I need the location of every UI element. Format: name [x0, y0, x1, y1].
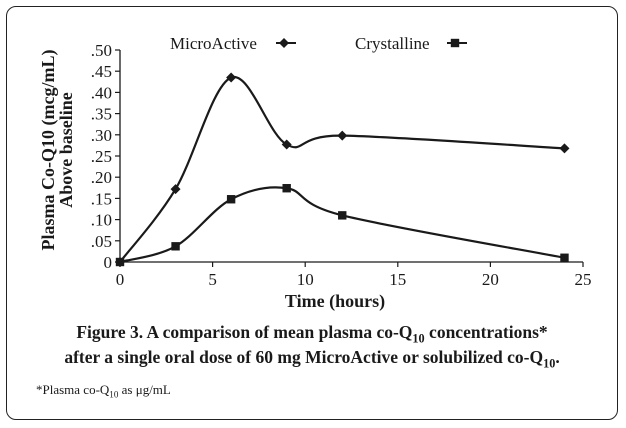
chart-legend: MicroActive Crystalline: [170, 34, 467, 53]
y-tick-label: .45: [91, 62, 112, 81]
microactive-data-point: [559, 143, 570, 154]
x-tick-label: 0: [116, 270, 125, 289]
microactive-data-point: [281, 139, 292, 150]
caption-text: after a single oral dose of 60 mg MicroA…: [64, 347, 544, 367]
microactive-data-point: [337, 130, 348, 141]
figure-label: Figure 3.: [76, 322, 144, 342]
figure-caption-line1: Figure 3. A comparison of mean plasma co…: [6, 320, 618, 346]
x-tick-label: 10: [297, 270, 314, 289]
y-tick-label: .35: [91, 105, 112, 124]
y-tick-label: 0: [104, 253, 113, 272]
y-tick-label: .10: [91, 211, 112, 230]
footnote-text: *Plasma co-Q: [36, 382, 110, 397]
x-tick-label: 15: [389, 270, 406, 289]
y-axis-title-line1: Plasma Co-Q10 (mcg/mL): [38, 50, 59, 251]
crystalline-data-point: [115, 257, 125, 267]
legend-label-crystalline: Crystalline: [355, 34, 430, 53]
x-tick-label: 5: [208, 270, 217, 289]
caption-text: .: [555, 347, 560, 367]
y-axis-title-line2: Above baseline: [56, 92, 76, 208]
figure-frame: [6, 6, 618, 420]
y-tick-label: .15: [91, 189, 112, 208]
figure-footnote: *Plasma co-Q10 as μg/mL: [36, 382, 171, 400]
crystalline-data-point: [171, 242, 180, 251]
crystalline-series-line: [119, 186, 565, 264]
x-tick-label: 25: [575, 270, 592, 289]
y-tick-label: .20: [91, 168, 112, 187]
y-tick-label: .30: [91, 126, 112, 145]
crystalline-data-point: [338, 211, 347, 220]
caption-subscript: 10: [412, 331, 425, 346]
legend-label-microactive: MicroActive: [170, 34, 257, 53]
microactive-data-point: [170, 184, 181, 195]
crystalline-data-point: [226, 195, 236, 204]
legend-marker-microactive: [279, 38, 289, 48]
legend-marker-crystalline: [450, 38, 460, 48]
caption-text: concentrations*: [424, 322, 548, 342]
x-tick-label: 20: [482, 270, 499, 289]
x-axis-title: Time (hours): [285, 291, 385, 312]
y-tick-label: .25: [91, 147, 112, 166]
y-tick-label: .40: [91, 83, 112, 102]
caption-text: A comparison of mean plasma co-Q: [143, 322, 413, 342]
chart-axes: 0.05.10.15.20.25.30.35.40.45.500 5 10 15 20 2…: [91, 41, 592, 289]
footnote-subscript: 10: [109, 389, 119, 400]
crystalline-data-point: [282, 184, 291, 193]
figure-caption-line2: after a single oral dose of 60 mg MicroA…: [6, 345, 618, 371]
y-tick-label: .05: [91, 232, 112, 251]
microactive-series-line: [119, 76, 565, 263]
footnote-text: as μg/mL: [118, 382, 171, 397]
chart-plot-area: [115, 72, 570, 267]
y-tick-label: .50: [91, 41, 112, 60]
crystalline-data-point: [560, 253, 569, 262]
caption-subscript: 10: [543, 356, 556, 371]
microactive-data-point: [226, 72, 237, 83]
